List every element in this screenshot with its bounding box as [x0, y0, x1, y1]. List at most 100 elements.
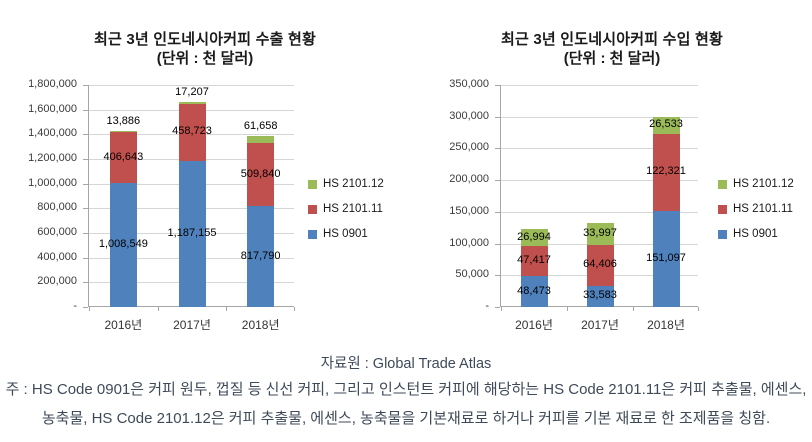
bar-segment-HS-0901: [109, 182, 137, 307]
x-axis-tick: [698, 307, 699, 311]
x-axis-label: 2017년: [173, 318, 211, 332]
y-axis-label: 100,000: [449, 236, 489, 249]
data-label: 13,886: [106, 114, 141, 127]
x-axis-tick: [294, 307, 295, 311]
bar-segment-HS-2101-11: [520, 246, 548, 277]
y-axis-label: -: [73, 300, 77, 312]
data-label: 1,187,155: [167, 226, 217, 239]
import-chart-legend: HS 2101.12 HS 2101.11 HS 0901: [718, 178, 794, 253]
bar-segment-HS-2101-11: [178, 104, 206, 161]
x-axis-label: 2016년: [104, 318, 143, 332]
y-axis-tick: [83, 159, 88, 160]
x-axis-tick: [633, 307, 634, 311]
data-label: 33,583: [583, 289, 617, 302]
bar-segment-HS-2101-11: [652, 133, 680, 212]
y-axis-tick: [83, 134, 88, 136]
bar-segment-HS-0901: [178, 160, 206, 307]
export-chart: 최근 3년 인도네시아커피 수출 현황 (단위 : 천 달러) - 200,000…: [0, 0, 410, 340]
import-chart-subtitle: (단위 : 천 달러): [563, 50, 661, 67]
bar-segment-HS-2101-12: [109, 130, 137, 133]
legend-item: HS 2101.11: [308, 203, 384, 215]
legend-label: HS 0901: [733, 228, 778, 240]
data-label: 458,723: [172, 125, 212, 138]
legend-item: HS 2101.12: [308, 178, 384, 190]
legend-label: HS 2101.11: [733, 203, 793, 215]
data-label: 47,417: [517, 254, 551, 267]
y-axis-tick: [83, 233, 88, 234]
legend-label: HS 0901: [323, 228, 368, 240]
data-label: 26,994: [517, 230, 551, 243]
bar-segment-HS-2101-12: [178, 101, 206, 104]
y-axis-tick: [495, 116, 500, 118]
y-axis-label: 1,400,000: [28, 127, 77, 140]
legend-label: HS 2101.12: [733, 178, 794, 190]
x-axis-label: 2016년: [515, 318, 553, 332]
bar-segment-HS-2101-12: [247, 135, 275, 144]
legend-item: HS 2101.11: [718, 203, 794, 215]
x-axis-tick: [157, 307, 159, 311]
bar-segment-HS-2101-12: [520, 229, 548, 247]
footnote-line-2: 농축물, HS Code 2101.12은 커피 추출물, 에센스, 농축물을 …: [41, 410, 771, 427]
y-axis-tick: [83, 282, 88, 284]
legend-swatch-icon: [308, 229, 317, 239]
y-axis-label: 1,600,000: [28, 102, 77, 115]
y-axis-label: 150,000: [449, 204, 489, 217]
y-axis-tick: [495, 148, 500, 150]
y-axis-label: 800,000: [37, 201, 77, 214]
data-label: 817,790: [240, 249, 281, 262]
import-chart-title: 최근 3년 인도네시아커피 수입 현황: [500, 31, 723, 48]
legend-item: HS 0901: [718, 228, 794, 240]
x-axis-label: 2017년: [581, 318, 619, 332]
import-chart: 최근 3년 인도네시아커피 수입 현황 (단위 : 천 달러) - 50,000 1…: [412, 0, 812, 340]
data-label: 17,207: [175, 85, 209, 98]
y-axis-tick: [495, 85, 500, 86]
gridline: [501, 211, 698, 213]
y-axis-tick: [495, 180, 500, 182]
y-axis-tick: [83, 109, 88, 111]
y-axis-label: 200,000: [37, 275, 77, 288]
data-label: 26,533: [649, 118, 683, 131]
gridline: [501, 85, 698, 86]
y-axis-label: 300,000: [449, 109, 489, 122]
x-axis-label: 2018년: [241, 318, 280, 332]
y-axis-label: 1,800,000: [28, 78, 77, 90]
legend-swatch-icon: [718, 229, 727, 239]
data-label: 151,097: [646, 252, 686, 265]
bar-segment-HS-2101-11: [109, 132, 137, 183]
legend-swatch-icon: [308, 204, 317, 214]
bar-segment-HS-0901: [652, 211, 680, 307]
bar-segment-HS-0901: [586, 285, 614, 307]
y-axis-label: 400,000: [37, 250, 77, 263]
x-axis-tick: [501, 307, 502, 311]
y-axis-label: 200,000: [449, 173, 489, 186]
data-label: 64,406: [583, 258, 617, 271]
y-axis-label: 600,000: [37, 226, 77, 238]
data-label: 1,008,549: [98, 237, 148, 250]
y-axis-tick: [495, 275, 500, 277]
legend-swatch-icon: [308, 179, 317, 189]
bar-segment-HS-0901: [247, 206, 275, 307]
y-axis-tick: [83, 307, 88, 308]
y-axis-tick: [495, 243, 500, 245]
data-label: 48,473: [517, 284, 551, 297]
footnote-line-1: 주 : HS Code 0901은 커피 원두, 껍질 등 신선 커피, 그리고…: [5, 381, 807, 398]
y-axis-label: 50,000: [455, 268, 489, 281]
export-chart-legend: HS 2101.12 HS 2101.11 HS 0901: [308, 178, 384, 253]
y-axis-label: 350,000: [449, 78, 489, 90]
export-chart-title: 최근 3년 인도네시아커피 수출 현황: [93, 31, 316, 48]
y-axis-label: 1,000,000: [28, 176, 77, 189]
y-axis-tick: [83, 183, 88, 185]
y-axis-tick: [83, 257, 88, 259]
x-axis-tick: [567, 307, 568, 311]
data-label: 33,997: [583, 227, 617, 240]
gridline: [89, 85, 294, 86]
import-chart-plot-area: - 50,000 100,000 150,000 200,000 250,000 300,0…: [449, 78, 699, 332]
legend-swatch-icon: [718, 179, 727, 189]
data-label: 406,643: [103, 150, 144, 163]
y-axis-label: 250,000: [449, 141, 489, 154]
y-axis-label: 1,200,000: [28, 152, 77, 164]
legend-item: HS 0901: [308, 228, 384, 240]
gridline: [501, 116, 698, 118]
data-label: 61,658: [243, 119, 278, 132]
